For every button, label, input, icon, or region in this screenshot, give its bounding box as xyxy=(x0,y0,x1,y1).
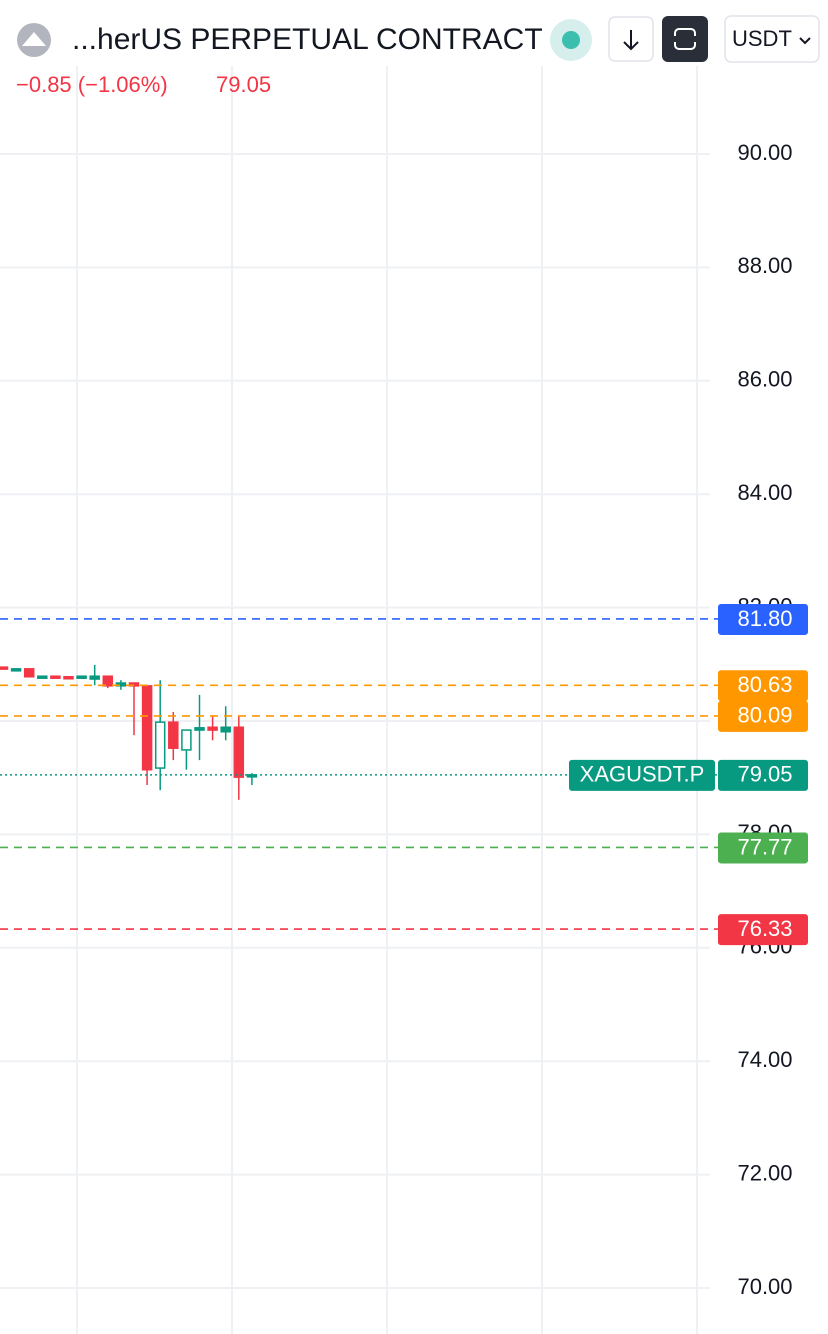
price-label-box xyxy=(718,832,808,864)
price-label: 80.63 xyxy=(737,672,792,697)
price-line-name: XAGUSDT.P xyxy=(580,762,705,787)
y-tick-label: 74.00 xyxy=(737,1047,792,1072)
y-tick-label: 90.00 xyxy=(737,140,792,165)
price-label-box xyxy=(718,700,808,732)
y-tick-label: 86.00 xyxy=(737,367,792,392)
candle-body xyxy=(63,676,74,680)
candle-body xyxy=(233,726,245,778)
symbol-title[interactable]: ...herUS PERPETUAL CONTRACT xyxy=(72,23,543,56)
header: ...herUS PERPETUAL CONTRACT USDT −0.85 (… xyxy=(0,0,828,97)
candle-body xyxy=(102,675,114,687)
overlay: 81.80 80.63 80.09 XAGUSDT.P 79.05 77.77 76.33 xyxy=(0,603,808,946)
price-label: 79.05 xyxy=(737,762,792,787)
candle-body xyxy=(181,729,192,751)
candle-body xyxy=(89,675,100,680)
price-label: 76.33 xyxy=(737,916,792,941)
candle-body xyxy=(115,682,127,687)
y-tick-label: 70.00 xyxy=(737,1274,792,1299)
price-label: 77.77 xyxy=(737,834,792,859)
price-change: −0.85 (−1.06%) xyxy=(16,72,168,97)
candle-body xyxy=(76,675,87,679)
candle-body xyxy=(50,675,61,679)
candle-body xyxy=(194,727,205,731)
price-label: 80.09 xyxy=(737,703,792,728)
price-line-name-box xyxy=(569,759,715,791)
dropdown-chevron xyxy=(799,37,811,45)
price-label-box xyxy=(718,759,808,791)
price-label-box xyxy=(718,670,808,702)
down-arrow-icon xyxy=(623,30,639,51)
price-label-box xyxy=(718,603,808,635)
plot: 70.0072.0074.0076.0078.0080.0082.0084.00… xyxy=(0,140,793,1299)
y-tick-label: 72.00 xyxy=(737,1160,792,1185)
price-label: 81.80 xyxy=(737,606,792,631)
y-tick-label: 88.00 xyxy=(737,253,792,278)
candle-body xyxy=(220,726,231,733)
status-dot xyxy=(562,31,580,49)
candle-body xyxy=(37,675,48,679)
candle-body xyxy=(207,726,218,731)
price-label-box xyxy=(718,914,808,946)
candle-body xyxy=(168,721,179,749)
currency-label: USDT xyxy=(732,26,792,51)
symbol-icon-glyph xyxy=(22,32,46,46)
last-price: 79.05 xyxy=(216,72,271,97)
candle-body xyxy=(0,666,9,670)
currency-dropdown[interactable] xyxy=(724,15,820,63)
y-tick-label: 84.00 xyxy=(737,480,792,505)
candle-body xyxy=(154,721,166,769)
grid xyxy=(0,66,710,1334)
candle-body xyxy=(141,685,153,771)
candle-body xyxy=(23,668,35,678)
candle-body xyxy=(10,668,22,672)
